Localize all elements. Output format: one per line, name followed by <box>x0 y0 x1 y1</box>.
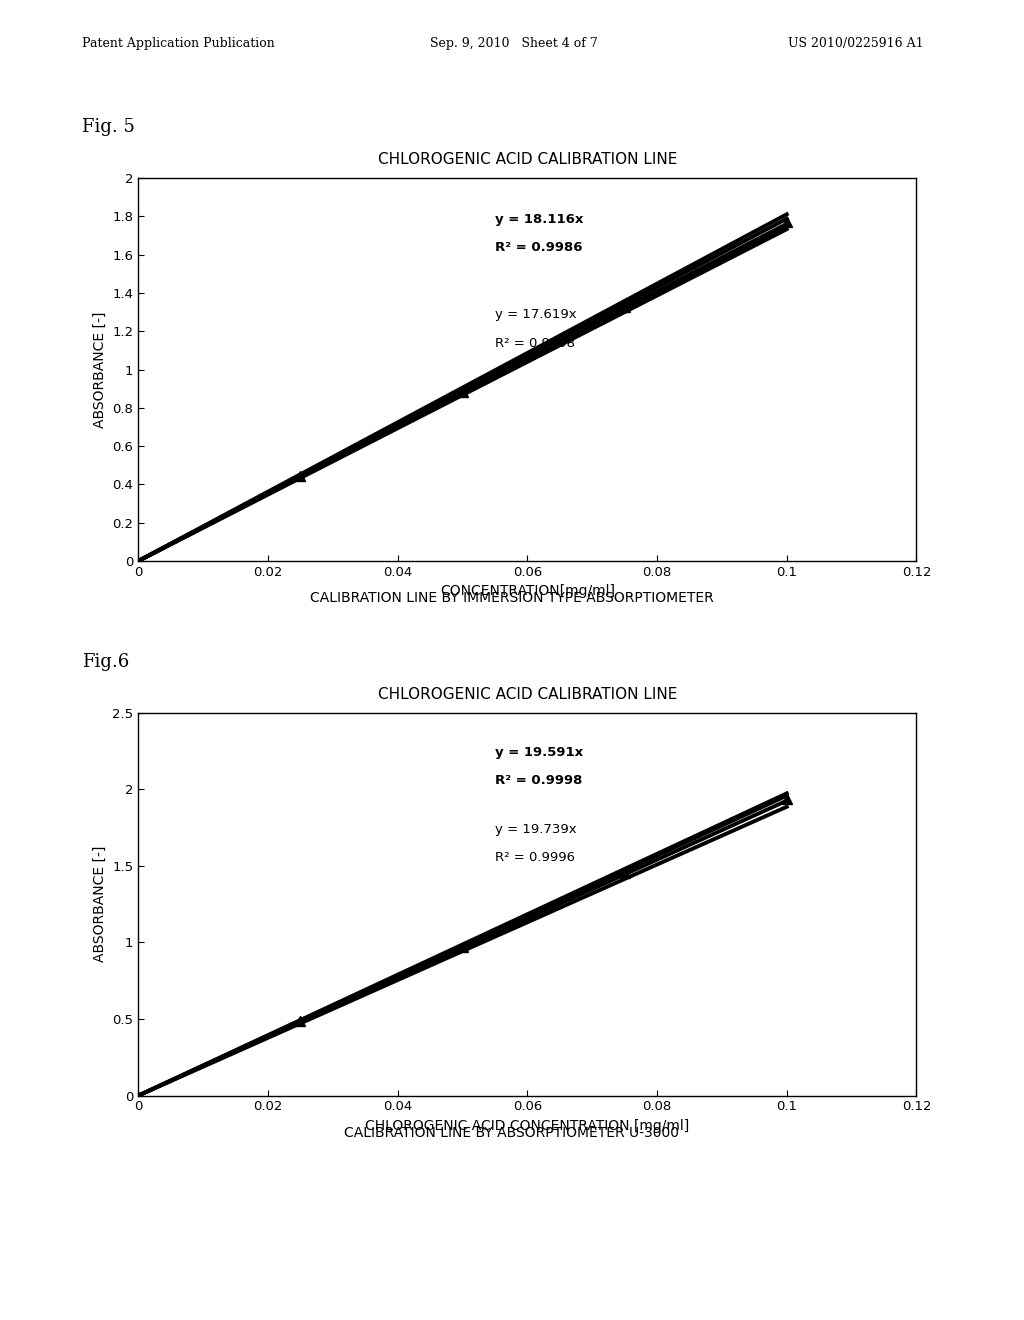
Text: y = 18.116x: y = 18.116x <box>495 213 584 226</box>
Text: y = 19.591x: y = 19.591x <box>495 747 583 759</box>
Text: Patent Application Publication: Patent Application Publication <box>82 37 274 50</box>
Text: R² = 0.9996: R² = 0.9996 <box>495 850 574 863</box>
Text: Sep. 9, 2010   Sheet 4 of 7: Sep. 9, 2010 Sheet 4 of 7 <box>430 37 598 50</box>
Text: y = 19.739x: y = 19.739x <box>495 824 577 836</box>
Text: R² = 0.9998: R² = 0.9998 <box>495 337 574 350</box>
Text: CALIBRATION LINE BY IMMERSION TYPE ABSORPTIOMETER: CALIBRATION LINE BY IMMERSION TYPE ABSOR… <box>310 591 714 606</box>
Y-axis label: ABSORBANCE [-]: ABSORBANCE [-] <box>93 312 106 428</box>
X-axis label: CHLOROGENIC ACID CONCENTRATION [mg/ml]: CHLOROGENIC ACID CONCENTRATION [mg/ml] <box>366 1119 689 1133</box>
Text: R² = 0.9986: R² = 0.9986 <box>495 242 583 255</box>
Text: R² = 0.9998: R² = 0.9998 <box>495 774 583 787</box>
Title: CHLOROGENIC ACID CALIBRATION LINE: CHLOROGENIC ACID CALIBRATION LINE <box>378 686 677 702</box>
Text: Fig.6: Fig.6 <box>82 652 129 671</box>
Text: CALIBRATION LINE BY ABSORPTIOMETER U-3000: CALIBRATION LINE BY ABSORPTIOMETER U-300… <box>344 1126 680 1140</box>
Title: CHLOROGENIC ACID CALIBRATION LINE: CHLOROGENIC ACID CALIBRATION LINE <box>378 152 677 168</box>
Y-axis label: ABSORBANCE [-]: ABSORBANCE [-] <box>93 846 106 962</box>
Text: Fig. 5: Fig. 5 <box>82 117 135 136</box>
Text: US 2010/0225916 A1: US 2010/0225916 A1 <box>788 37 924 50</box>
X-axis label: CONCENTRATION[mg/ml]: CONCENTRATION[mg/ml] <box>440 585 614 598</box>
Text: y = 17.619x: y = 17.619x <box>495 309 577 321</box>
